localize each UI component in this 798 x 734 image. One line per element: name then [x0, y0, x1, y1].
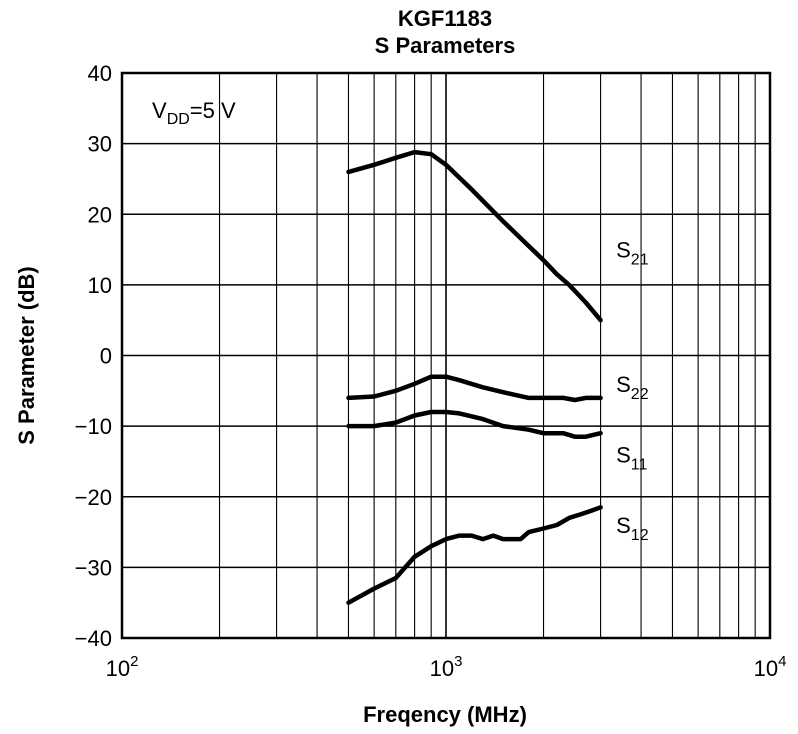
y-tick-label: 40 [88, 61, 112, 86]
y-tick-label: −20 [75, 485, 112, 510]
vdd-annotation: VDD=5 V [152, 98, 236, 128]
grid-lines [122, 73, 770, 638]
x-tick-label: 102 [106, 653, 139, 681]
series-line-s11 [346, 409, 603, 439]
x-tick-label: 104 [754, 653, 787, 681]
plot-frame [120, 71, 772, 640]
y-tick-label: 10 [88, 273, 112, 298]
y-tick-label: −30 [75, 555, 112, 580]
y-tick-label: 30 [88, 132, 112, 157]
y-tick-label: −10 [75, 414, 112, 439]
series-label-s21: S21 [616, 238, 649, 269]
series-line-s21 [346, 149, 603, 323]
series-curves [346, 149, 603, 605]
x-axis-label: Freqency (MHz) [363, 702, 527, 727]
chart-subtitle: S Parameters [374, 33, 516, 58]
series-labels: S21 S22 S11 S12 [616, 238, 649, 544]
y-tick-label: −40 [75, 626, 112, 651]
series-label-s11: S11 [616, 442, 647, 473]
series-line-s22 [346, 374, 603, 403]
series-line-s12 [346, 505, 603, 605]
y-tick-label: 20 [88, 202, 112, 227]
chart-title: KGF1183 [397, 6, 493, 31]
series-label-s22: S22 [616, 372, 649, 403]
y-axis-label: S Parameter (dB) [14, 266, 39, 445]
x-tick-label: 103 [430, 653, 463, 681]
series-label-s12: S12 [616, 513, 649, 544]
y-tick-label: 0 [100, 344, 112, 369]
